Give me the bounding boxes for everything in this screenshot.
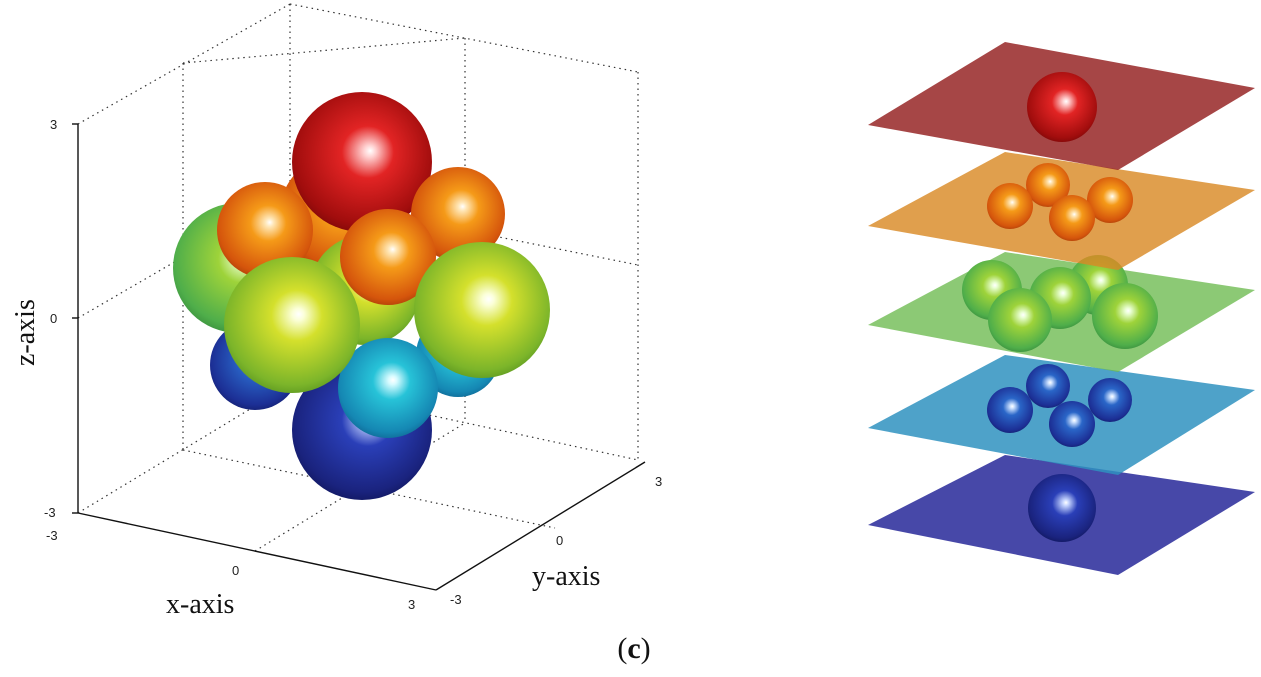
panel-label-close: )	[640, 632, 651, 665]
layer-lower	[868, 355, 1255, 475]
layer-bottom	[868, 455, 1255, 575]
z-tick-bottom: -3	[44, 505, 56, 520]
z-axis-label: z-axis	[10, 299, 41, 366]
sphere-yellow-right	[414, 242, 550, 378]
sphere-orange-left	[217, 182, 313, 278]
right-layer-plot	[868, 42, 1255, 575]
layer-upper	[868, 152, 1255, 270]
x-tick-left: -3	[46, 528, 58, 543]
sphere-orange-front	[340, 209, 436, 305]
layer-top	[868, 42, 1255, 170]
sphere-red-top	[292, 92, 432, 232]
sphere-orange-right	[411, 167, 505, 261]
y-tick-right: 3	[655, 474, 662, 489]
z-tick-mid: 0	[50, 311, 57, 326]
panel-label: (c)	[604, 632, 664, 666]
panel-label-letter: c	[627, 632, 641, 665]
left-3d-plot: 3 0 -3 -3 0 3 -3 0 3 x-axis y-axis z-axi…	[10, 3, 662, 620]
panel-label-open: (	[617, 632, 628, 665]
front-axes	[72, 123, 646, 591]
spheres	[173, 92, 550, 500]
y-axis-label: y-axis	[532, 561, 600, 592]
y-tick-left: -3	[450, 592, 462, 607]
x-tick-right: 3	[408, 597, 415, 612]
sphere-yellow-left	[224, 257, 360, 393]
y-tick-mid: 0	[556, 533, 563, 548]
x-tick-mid: 0	[232, 563, 239, 578]
x-axis-label: x-axis	[166, 589, 234, 620]
sphere-cyan-front	[338, 338, 438, 438]
z-tick-top: 3	[50, 117, 57, 132]
layer-middle	[868, 252, 1255, 372]
